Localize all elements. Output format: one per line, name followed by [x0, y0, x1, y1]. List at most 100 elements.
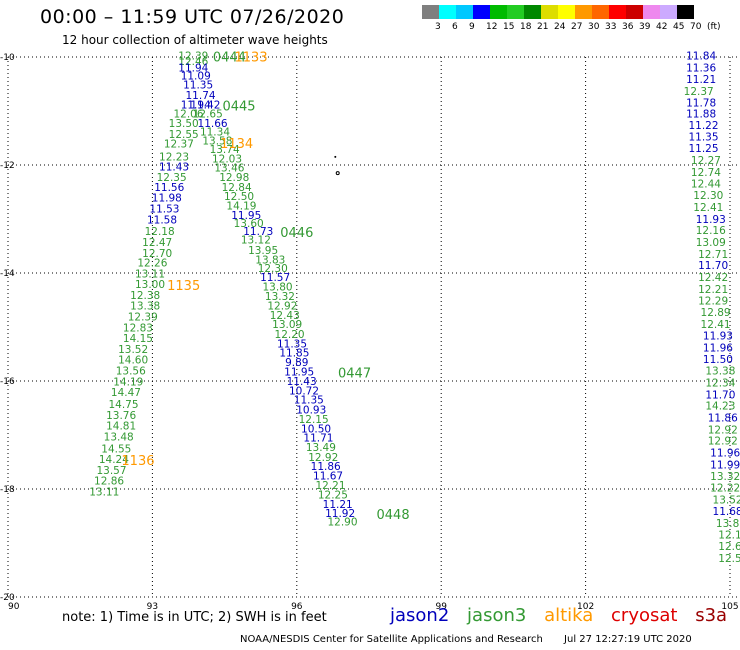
- scale-swatch: [439, 5, 456, 19]
- wave-height-value: 12.30: [258, 263, 288, 275]
- wave-height-value: 13.60: [234, 218, 264, 230]
- wave-height-value: 14.55: [101, 443, 131, 455]
- wave-height-value: 12.39: [128, 312, 158, 324]
- wave-height-value: 10.93: [296, 404, 326, 416]
- wave-height-value: 11.93: [703, 330, 733, 342]
- wave-height-value: 13.11: [89, 486, 119, 498]
- wave-height-value: 13.00: [135, 279, 165, 291]
- wave-height-value: 12.86: [94, 476, 124, 488]
- wave-height-value: 12.20: [275, 329, 305, 341]
- wave-height-value: 12.46: [178, 56, 208, 68]
- lon-tick-label: 90: [8, 602, 20, 612]
- wave-height-value: 13.49: [306, 442, 336, 454]
- wave-height-value: 11.58: [147, 214, 177, 226]
- legend-altika: altika: [544, 605, 594, 626]
- scale-label: 6: [452, 22, 458, 32]
- wave-height-value: 10.72: [289, 386, 319, 398]
- wave-height-value: 13.58: [202, 135, 232, 147]
- scale-label: 21: [537, 22, 549, 32]
- scale-swatch: [524, 5, 541, 19]
- wave-height-value: 13.52: [118, 344, 148, 356]
- wave-height-value: 14.81: [106, 421, 136, 433]
- wave-height-value: 12.6: [718, 541, 740, 553]
- wave-height-value: 12.83: [123, 322, 153, 334]
- wave-height-value: 11.74: [186, 90, 216, 102]
- pass-time-label: 0447: [338, 367, 371, 382]
- scale-swatch: [660, 5, 677, 19]
- wave-height-value: 12.22: [710, 483, 740, 495]
- wave-height-value: 14.75: [108, 399, 138, 411]
- pass-time-label: 1136: [121, 454, 154, 469]
- wave-height-value: 13.8: [716, 518, 739, 530]
- wave-height-value: 11.35: [688, 132, 718, 144]
- wave-height-value: 11.94: [181, 99, 211, 111]
- pass-time-label: 1134: [220, 137, 253, 152]
- wave-height-value: 12.92: [708, 424, 738, 436]
- wave-height-value: 12.44: [691, 179, 721, 191]
- wave-height-value: 12.29: [698, 295, 728, 307]
- lat-tick-label: -20: [0, 593, 15, 603]
- wave-height-value: 11.34: [200, 126, 230, 138]
- wave-height-value: 12.41: [693, 202, 723, 214]
- wave-height-value: 11.68: [713, 506, 740, 518]
- wave-height-value: 12.47: [142, 237, 172, 249]
- scale-swatch: [507, 5, 524, 19]
- wave-height-value: 13.50: [169, 118, 199, 130]
- wave-height-value: 12.27: [691, 155, 721, 167]
- wave-height-value: 13.46: [214, 162, 244, 174]
- wave-height-value: 13.95: [248, 245, 278, 257]
- wave-height-value: 12.16: [696, 225, 726, 237]
- wave-height-value: 11.96: [703, 342, 733, 354]
- wave-height-value: 12.39: [178, 51, 208, 63]
- scale-swatch: [592, 5, 609, 19]
- wave-height-value: 11.95: [231, 210, 261, 222]
- wave-height-value: 11.57: [260, 272, 290, 284]
- wave-height-value: 11.92: [325, 508, 355, 520]
- wave-height-value: 12.26: [137, 258, 167, 270]
- wave-height-value: 13.11: [135, 268, 165, 280]
- wave-height-value: 12.70: [142, 248, 172, 260]
- wave-height-value: 12.92: [708, 436, 738, 448]
- wave-height-value: 12.92: [308, 452, 338, 464]
- wave-height-value: 12.21: [315, 480, 345, 492]
- scale-label: 3: [435, 22, 441, 32]
- wave-height-value: 11.25: [688, 143, 718, 155]
- wave-height-value: 11.78: [686, 98, 716, 110]
- wave-height-value: 11.53: [149, 204, 179, 216]
- wave-height-value: 11.35: [183, 79, 213, 91]
- wave-height-value: 11.84: [686, 51, 716, 63]
- wave-height-value: 13.74: [210, 144, 240, 156]
- island-marker: [334, 155, 337, 158]
- wave-height-value: 12.92: [267, 301, 297, 313]
- wave-height-value: 13.09: [696, 237, 726, 249]
- wave-height-value: 11.86: [311, 461, 341, 473]
- map-subtitle: 12 hour collection of altimeter wave hei…: [62, 33, 328, 47]
- wave-height-value: 12.43: [270, 310, 300, 322]
- wave-height-value: 14.60: [118, 355, 148, 367]
- legend-jason3: jason3: [467, 605, 527, 626]
- wave-height-value: 11.70: [698, 260, 728, 272]
- wave-height-value: 13.32: [710, 471, 740, 483]
- wave-height-value: 14.15: [123, 333, 153, 345]
- wave-height-value: 13.76: [106, 410, 136, 422]
- credit-text: NOAA/NESDIS Center for Satellite Applica…: [240, 634, 543, 645]
- wave-height-value: 11.70: [705, 389, 735, 401]
- scale-label: (ft): [707, 22, 721, 32]
- scale-swatch: [473, 5, 490, 19]
- wave-height-value: 11.66: [198, 118, 228, 130]
- wave-height-value: 12.74: [691, 167, 721, 179]
- wave-height-value: 10.50: [301, 423, 331, 435]
- wave-height-value: 9.89: [285, 357, 308, 369]
- wave-height-value: 12.50: [224, 191, 254, 203]
- wave-height-value: 12.1: [718, 530, 740, 542]
- scale-swatch: [456, 5, 473, 19]
- credit-line: NOAA/NESDIS Center for Satellite Applica…: [240, 634, 692, 645]
- wave-height-value: 12.35: [157, 172, 187, 184]
- scale-label: 15: [503, 22, 515, 32]
- lat-tick-label: -16: [0, 377, 15, 387]
- wave-height-value: 14.47: [111, 387, 141, 399]
- wave-height-value: 11.93: [696, 214, 726, 226]
- wave-height-value: 13.12: [241, 234, 271, 246]
- wave-height-value: 12.37: [684, 86, 714, 98]
